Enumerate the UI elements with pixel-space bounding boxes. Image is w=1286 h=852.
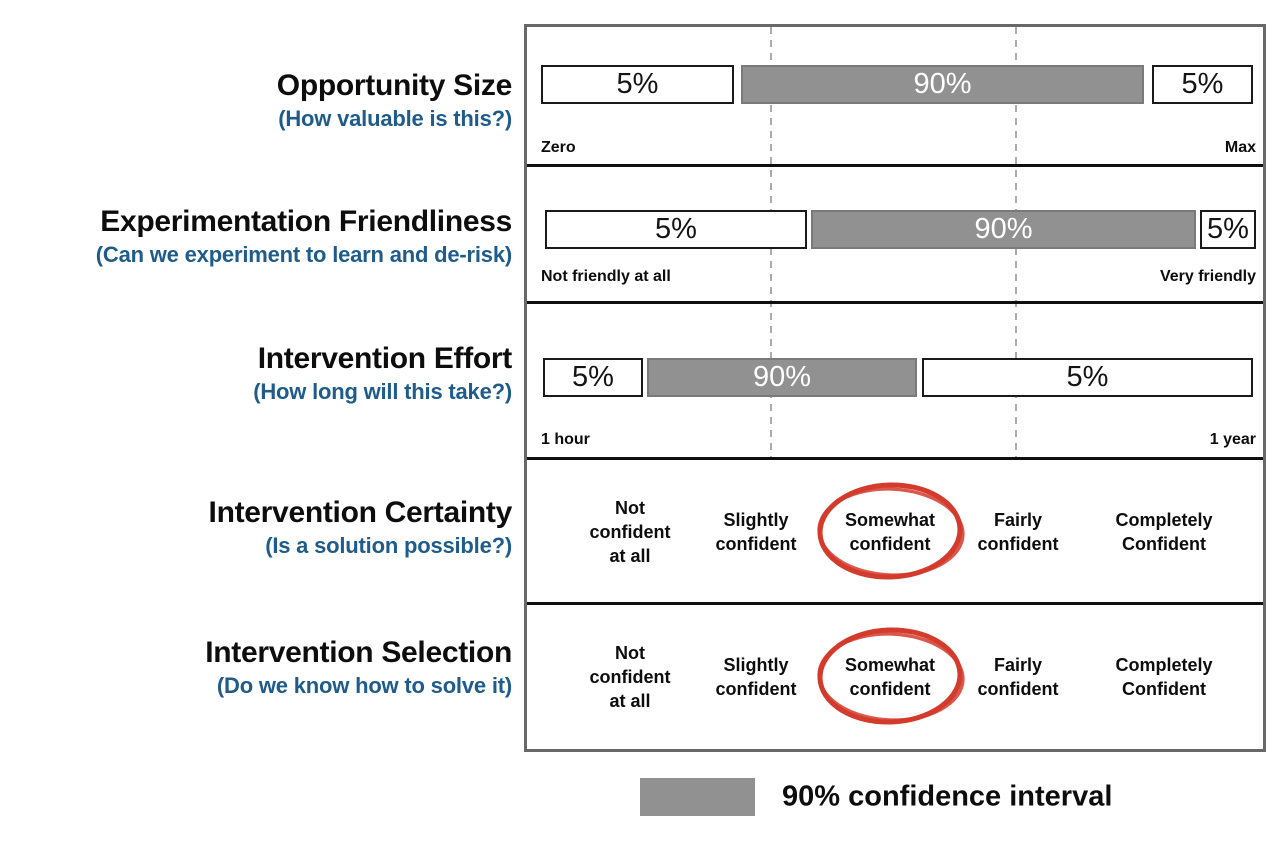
ci-segment-lower: 5% — [543, 358, 643, 397]
axis-label-left: 1 hour — [541, 431, 590, 448]
row-heading: Experimentation Friendliness — [100, 205, 512, 238]
ci-segment-lower: 5% — [541, 65, 734, 104]
scale-option-somewhat-confident-selected: Somewhat confident — [844, 510, 936, 554]
row-label-intervention-certainty: Intervention Certainty (Is a solution po… — [0, 495, 513, 561]
panel-divider — [527, 602, 1263, 605]
axis-label-right: Very friendly — [1159, 268, 1256, 285]
row-label-intervention-selection: Intervention Selection (Do we know how t… — [0, 635, 512, 701]
row-subtitle: (How valuable is this?) — [278, 106, 512, 131]
ci-segment-upper: 5% — [1152, 65, 1253, 104]
axis-labels: Zero Max — [541, 139, 1256, 157]
row-subtitle: (Can we experiment to learn and de-risk) — [95, 242, 512, 267]
row-subtitle: (Is a solution possible?) — [265, 533, 512, 558]
legend-label: 90% confidence interval — [782, 780, 1113, 813]
ci-segment-upper: 5% — [922, 358, 1253, 397]
scale-option-completely-confident: Completely Confident — [1115, 510, 1213, 554]
panel-divider — [527, 457, 1263, 460]
scale-option-not-confident: Not confident at all — [589, 498, 671, 566]
row-label-intervention-effort: Intervention Effort (How long will this … — [0, 341, 512, 407]
ci-segment-interval: 90% — [647, 358, 917, 397]
scale-option-not-confident: Not confident at all — [589, 643, 671, 711]
ci-segment-lower: 5% — [545, 210, 807, 249]
scale-option-fairly-confident: Fairly confident — [977, 655, 1059, 699]
row-label-experimentation-friendliness: Experimentation Friendliness (Can we exp… — [0, 204, 513, 270]
axis-label-right: 1 year — [1209, 431, 1256, 448]
scale-option-completely-confident: Completely Confident — [1115, 655, 1213, 699]
panel-divider — [527, 164, 1263, 167]
axis-label-left: Zero — [541, 139, 576, 156]
row-heading: Opportunity Size — [276, 69, 513, 102]
panel-divider — [527, 301, 1263, 304]
row-subtitle: (How long will this take?) — [253, 379, 512, 404]
legend-gray-swatch — [640, 778, 755, 816]
row-heading: Intervention Effort — [257, 342, 513, 375]
ci-segment-interval: 90% — [811, 210, 1196, 249]
row-subtitle: (Do we know how to solve it) — [216, 673, 512, 698]
scale-option-slightly-confident: Slightly confident — [715, 655, 797, 699]
row-heading: Intervention Selection — [205, 636, 512, 669]
scale-option-slightly-confident: Slightly confident — [715, 510, 797, 554]
axis-label-right: Max — [1224, 139, 1256, 156]
axis-label-left: Not friendly at all — [541, 268, 671, 285]
axis-labels: 1 hour 1 year — [541, 431, 1256, 449]
ci-segment-interval: 90% — [741, 65, 1144, 104]
scale-option-somewhat-confident-selected: Somewhat confident — [844, 655, 936, 699]
ci-segment-upper: 5% — [1200, 210, 1256, 249]
axis-labels: Not friendly at all Very friendly — [541, 268, 1256, 286]
row-label-opportunity-size: Opportunity Size (How valuable is this?) — [0, 68, 513, 134]
scale-option-fairly-confident: Fairly confident — [977, 510, 1059, 554]
row-heading: Intervention Certainty — [208, 496, 513, 529]
